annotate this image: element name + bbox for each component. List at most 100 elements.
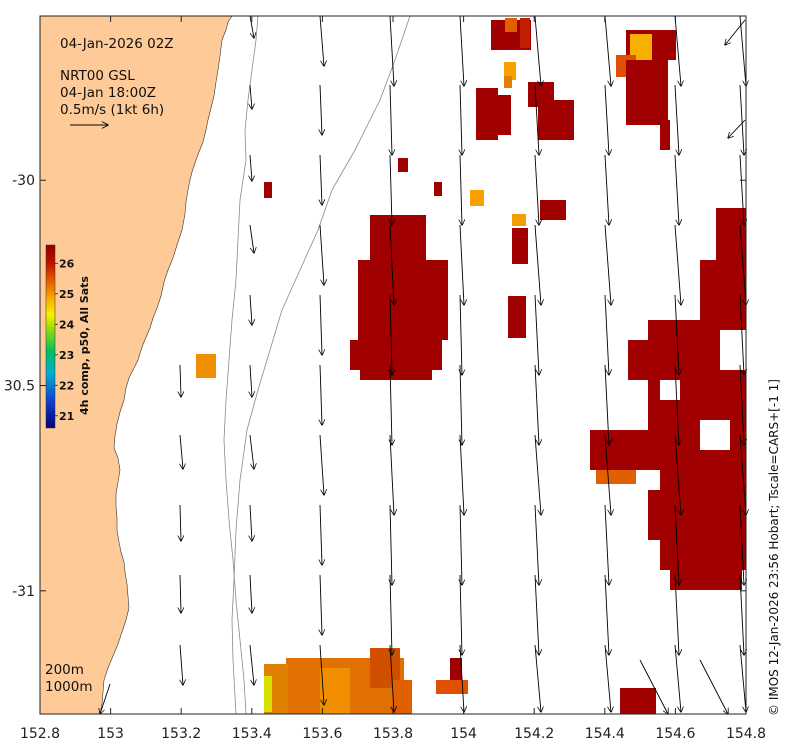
- sst-block: [360, 360, 432, 380]
- current-arrow: [250, 294, 252, 325]
- current-arrow: [320, 84, 322, 135]
- colorbar-title: 4h comp, p50, All Sats: [78, 276, 91, 415]
- current-arrow: [604, 224, 611, 305]
- current-arrow: [739, 224, 746, 305]
- sst-block: [436, 680, 468, 694]
- sst-block: [590, 430, 660, 470]
- current-arrow: [390, 84, 392, 155]
- vector-time: 04-Jan 18:00Z: [60, 85, 156, 101]
- current-arrow: [100, 683, 111, 714]
- current-arrow: [739, 504, 744, 585]
- current-arrow: [725, 19, 746, 45]
- current-arrow: [320, 504, 322, 565]
- current-arrow: [604, 294, 609, 375]
- x-tick-label: 152.8: [20, 726, 60, 742]
- current-arrow: [639, 659, 668, 714]
- current-arrow: [320, 154, 322, 205]
- x-tick-label: 154: [450, 726, 477, 742]
- current-arrow: [674, 84, 679, 155]
- x-tick-label: 153.8: [373, 726, 413, 742]
- current-arrow: [739, 154, 744, 225]
- current-arrow: [389, 644, 394, 712]
- current-arrow: [319, 644, 324, 705]
- current-arrow: [319, 224, 324, 285]
- current-arrow: [180, 504, 181, 541]
- current-arrow: [674, 504, 679, 585]
- x-tick-label: 153.2: [161, 726, 201, 742]
- sst-block: [486, 95, 511, 135]
- colorbar-ticks: 26 25 24 23 22 21: [55, 257, 75, 423]
- current-arrow: [534, 84, 539, 155]
- sst-block: [540, 200, 566, 220]
- colorbar-tick-label: 24: [59, 318, 75, 331]
- current-arrow: [534, 504, 539, 585]
- current-arrow: [180, 574, 181, 613]
- x-tick-label: 154.6: [655, 726, 695, 742]
- current-arrow: [674, 434, 681, 515]
- current-arrow: [534, 364, 539, 445]
- colorbar-tick-label: 25: [59, 288, 74, 301]
- isobath-label-200m: 200m: [45, 662, 84, 678]
- sst-block: [626, 60, 668, 125]
- current-arrow: [180, 364, 181, 397]
- current-arrow: [739, 84, 744, 155]
- sst-block: [264, 182, 272, 198]
- current-arrow: [460, 504, 462, 585]
- colorbar-tick-label: 22: [59, 379, 74, 392]
- current-arrow: [249, 224, 254, 253]
- isobath-200m: [223, 15, 259, 715]
- current-arrow: [604, 154, 609, 225]
- current-arrow: [319, 15, 324, 66]
- colorbar-tick-label: 23: [59, 349, 74, 362]
- current-arrow: [459, 434, 464, 515]
- x-tick-label: 154.8: [726, 726, 766, 742]
- current-arrow: [180, 434, 183, 469]
- current-arrow: [250, 154, 252, 181]
- current-arrow: [699, 659, 728, 714]
- current-arrow: [534, 15, 541, 86]
- current-arrow: [534, 434, 541, 515]
- current-arrow: [459, 224, 464, 305]
- current-arrow: [604, 504, 609, 585]
- sst-block: [196, 354, 216, 378]
- current-arrow: [389, 434, 394, 515]
- sst-block: [470, 190, 484, 206]
- current-arrow: [250, 504, 252, 541]
- sst-block: [264, 676, 272, 712]
- x-tick-label: 153.6: [302, 726, 342, 742]
- current-arrow: [674, 574, 679, 655]
- current-arrow: [739, 434, 746, 515]
- current-arrow: [739, 15, 746, 86]
- sst-block: [596, 470, 636, 484]
- sst-gap: [640, 470, 660, 490]
- current-arrow: [249, 15, 254, 38]
- current-arrow: [739, 574, 744, 655]
- sst-block: [670, 540, 742, 590]
- current-arrow: [604, 15, 611, 86]
- vector-product: NRT00 GSL: [60, 68, 135, 84]
- current-arrow: [389, 15, 394, 86]
- current-arrow: [534, 574, 539, 655]
- y-tick-label: -31: [12, 584, 35, 600]
- current-arrow: [534, 294, 539, 375]
- sst-block: [512, 214, 526, 226]
- x-tick-label: 153.4: [232, 726, 272, 742]
- current-arrow: [389, 224, 394, 305]
- current-arrow: [739, 364, 744, 445]
- land-mass: [39, 15, 233, 715]
- current-arrow: [674, 224, 681, 305]
- sst-block: [358, 260, 448, 340]
- sst-block: [320, 668, 350, 714]
- current-arrow: [739, 294, 744, 375]
- sst-block: [520, 18, 530, 48]
- colorbar: [45, 244, 56, 429]
- current-arrow: [390, 154, 392, 225]
- current-arrow: [249, 434, 254, 469]
- current-arrow: [604, 434, 611, 515]
- current-arrow: [250, 574, 252, 613]
- sst-block: [508, 296, 526, 338]
- sst-block: [504, 76, 512, 88]
- current-arrow: [534, 644, 541, 712]
- current-arrow: [728, 119, 746, 138]
